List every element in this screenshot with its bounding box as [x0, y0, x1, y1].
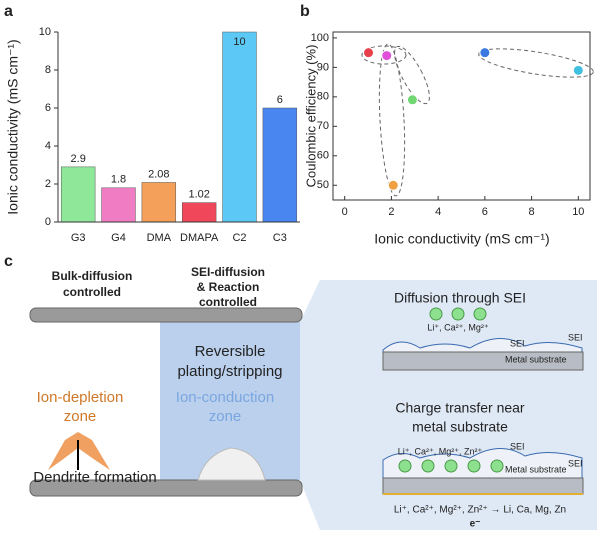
y-tick-label: 70 [317, 120, 329, 132]
bar [141, 182, 177, 223]
bar [262, 107, 298, 223]
y-axis-label: Ionic conductivity (mS cm⁻¹) [5, 39, 21, 214]
plot-frame [332, 31, 591, 201]
y-axis-label: Coulombic efficiency (%) [303, 45, 318, 188]
label: Reversible [195, 343, 266, 360]
label: SEI [510, 441, 525, 451]
label: plating/stripping [177, 363, 282, 380]
data-label: 6 [277, 94, 283, 106]
ellipse [394, 45, 430, 105]
point [387, 179, 399, 191]
label: Diffusion through SEI [394, 290, 526, 306]
y-tick-label: 100 [311, 32, 329, 44]
label: Metal substrate [505, 354, 567, 364]
y-tick-label: 6 [45, 102, 51, 114]
label: Li⁺, Ca²⁺, Mg²⁺, Zn²⁺ [398, 446, 483, 456]
x-tick-label: G3 [71, 232, 86, 244]
label: SEI [568, 332, 583, 342]
bar [101, 187, 136, 223]
x-tick-label: 2 [388, 206, 394, 218]
label: Bulk-diffusion [52, 269, 133, 283]
y-tick-label: 2 [45, 178, 51, 190]
y-tick-label: 60 [317, 150, 329, 162]
data-label: 2.9 [71, 153, 86, 165]
data-label: 1.02 [188, 189, 209, 201]
point [381, 50, 393, 62]
group-ellipses [361, 43, 594, 197]
ellipse [378, 43, 406, 197]
x-tick-label: G4 [111, 232, 126, 244]
y-tick-label: 8 [45, 64, 51, 76]
data-label: 1.8 [111, 174, 126, 186]
electrode [29, 479, 303, 497]
x-tick-label: 4 [435, 206, 441, 218]
label: SEI [568, 458, 583, 468]
label: zone [64, 408, 97, 425]
sei [382, 448, 583, 479]
label: controlled [199, 295, 257, 309]
label: e⁻ [470, 519, 481, 530]
y-tick-label: 50 [317, 179, 329, 191]
y-tick-label: 90 [317, 61, 329, 73]
label: metal substrate [412, 419, 508, 435]
sei [382, 338, 583, 353]
point [363, 47, 375, 59]
y-tick-label: 0 [45, 216, 51, 228]
y-tick-label: 10 [39, 26, 51, 38]
dendrite [48, 432, 110, 470]
bar [181, 202, 217, 223]
x-tick-label: 0 [342, 206, 348, 218]
y-tick-label: 80 [317, 91, 329, 103]
substrate [382, 477, 584, 495]
x-tick-label: C3 [273, 232, 287, 244]
label: Li⁺, Ca²⁺, Mg²⁺, Zn²⁺ → Li, Ca, Mg, Zn [394, 505, 566, 516]
point [572, 64, 584, 76]
label: zone [209, 408, 242, 425]
panel-label: c [4, 253, 13, 270]
x-tick-label: 6 [482, 206, 488, 218]
ellipse [478, 48, 594, 78]
deposit [197, 447, 266, 481]
label: Dendrite formation [33, 469, 156, 486]
x-tick-label: 8 [529, 206, 535, 218]
label: SEI-diffusion [191, 265, 265, 279]
x-tick-label: 10 [572, 206, 584, 218]
bar [222, 31, 257, 223]
x-tick-label: C2 [232, 232, 246, 244]
bar [60, 166, 96, 223]
label: controlled [63, 285, 121, 299]
electrode [29, 307, 303, 323]
label: Metal substrate [505, 464, 567, 474]
panel-label: a [4, 3, 13, 20]
x-axis-label: Ionic conductivity (mS cm⁻¹) [374, 231, 549, 247]
x-tick-label: DMAPA [180, 232, 219, 244]
ellipse [361, 45, 407, 65]
label: Ion-depletion [37, 389, 124, 406]
panel-label: b [300, 3, 310, 20]
axes [57, 32, 300, 223]
label: Ion-conduction [176, 389, 274, 406]
substrate [382, 351, 584, 371]
data-label: 2.08 [148, 168, 169, 180]
label: Li⁺, Ca²⁺, Mg²⁺ [427, 322, 489, 332]
x-tick-label: DMA [147, 232, 172, 244]
diagram: c Bulk-diffusion controlled SEI-diffusio… [4, 253, 597, 530]
y-tick-label: 4 [45, 140, 51, 152]
point [406, 94, 418, 106]
label: Charge transfer near [395, 400, 525, 416]
label: SEI [510, 338, 525, 348]
label: & Reaction [197, 280, 260, 294]
point [479, 47, 491, 59]
data-label: 10 [233, 36, 245, 48]
